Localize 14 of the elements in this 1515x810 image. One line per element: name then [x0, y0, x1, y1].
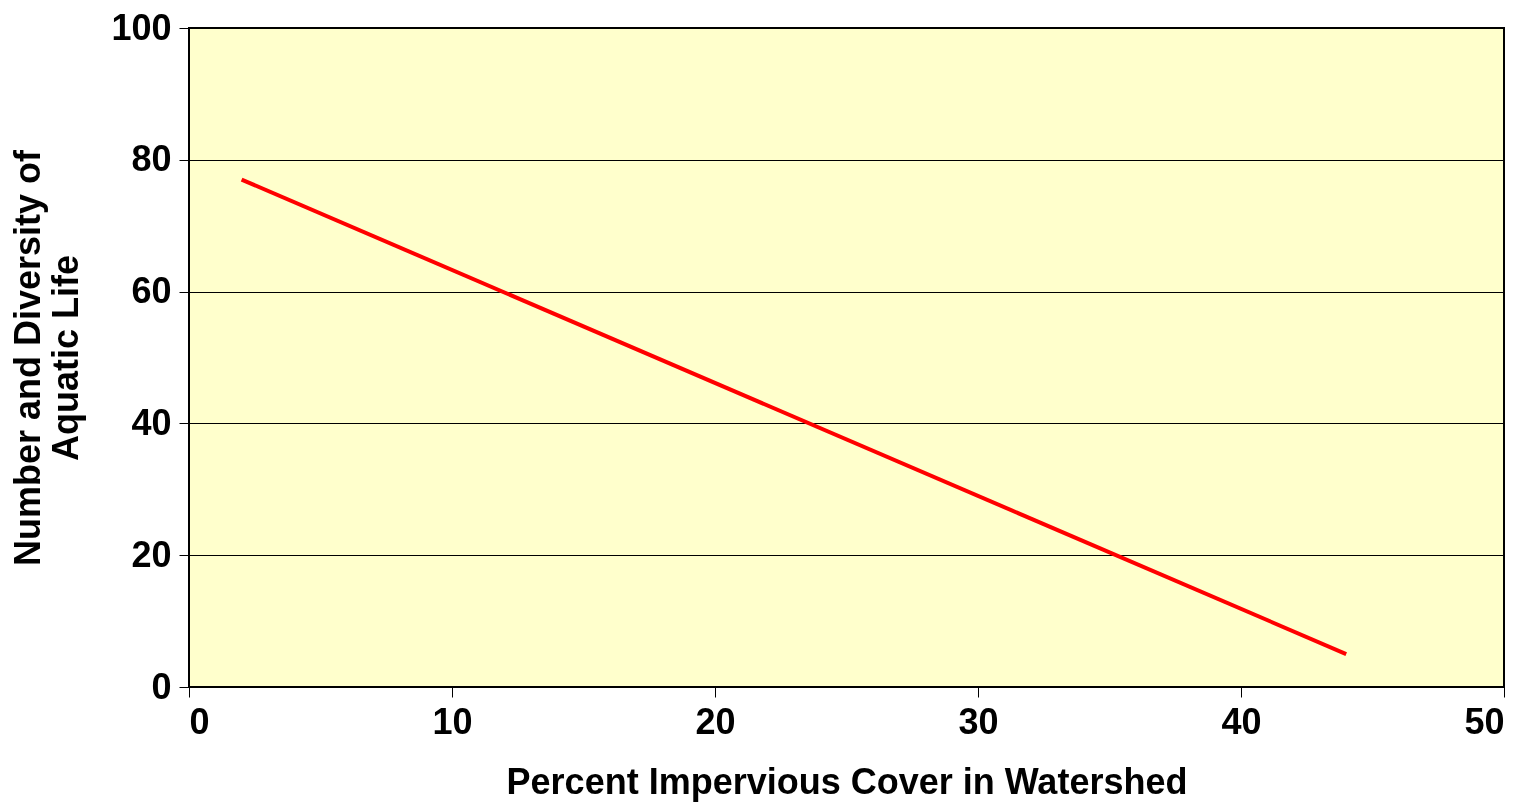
y-tick-label: 40	[131, 401, 172, 443]
x-tick-label: 40	[1221, 700, 1262, 742]
y-tick-label: 100	[111, 6, 172, 48]
x-tick-label: 10	[432, 700, 473, 742]
x-tick-label: 20	[695, 700, 736, 742]
y-tick-label: 0	[151, 665, 172, 707]
y-tick-label: 60	[131, 270, 172, 312]
y-axis-title: Number and Diversity of Aquatic Life	[7, 148, 87, 567]
x-tick-label: 0	[189, 700, 210, 742]
x-tick-label: 50	[1464, 700, 1505, 742]
x-tick-label: 30	[958, 700, 999, 742]
x-axis-title: Percent Impervious Cover in Watershed	[506, 760, 1188, 802]
y-tick-label: 80	[131, 138, 172, 180]
y-tick-label: 20	[131, 533, 172, 575]
